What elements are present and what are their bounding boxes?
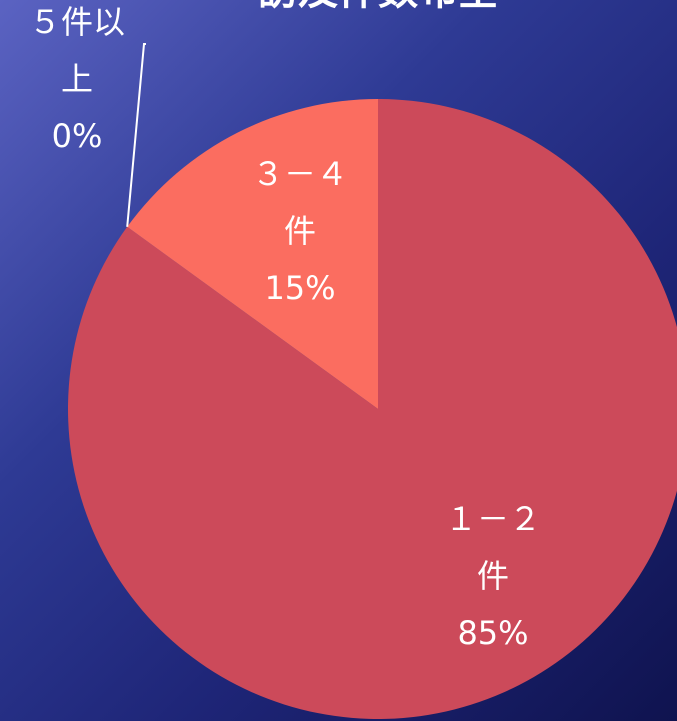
chart-title: 訪及件数布全 bbox=[258, 0, 499, 14]
slice-percent-label-0: 85% bbox=[457, 614, 528, 652]
slice-percent-label-2: 15% bbox=[264, 269, 335, 307]
slice-label-1-line-1: 上 bbox=[61, 60, 93, 98]
pie-slice-2 bbox=[127, 98, 378, 409]
slice-label-0-line-0: １－２ bbox=[445, 500, 541, 538]
slice-percent-label-1: 0% bbox=[52, 117, 103, 155]
slice-label-0-line-1: 件 bbox=[477, 557, 509, 595]
leader-line-1 bbox=[126, 43, 146, 227]
pie-slice-0 bbox=[68, 99, 677, 719]
slice-label-2-line-0: ３－４ bbox=[252, 155, 348, 193]
slice-label-1-line-0: ５件以 bbox=[29, 3, 125, 41]
slice-label-2-line-1: 件 bbox=[284, 212, 316, 250]
